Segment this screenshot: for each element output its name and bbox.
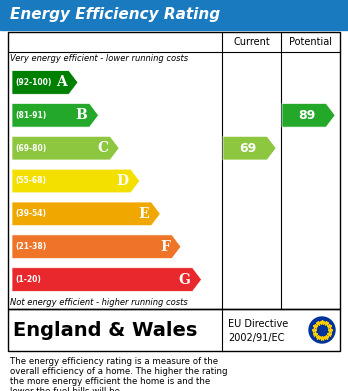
Text: (21-38): (21-38) (15, 242, 46, 251)
Polygon shape (12, 71, 78, 94)
Bar (8, 309, 340, 351)
Text: Not energy efficient - higher running costs: Not energy efficient - higher running co… (10, 298, 188, 307)
Text: 2002/91/EC: 2002/91/EC (228, 333, 284, 343)
Text: EU Directive: EU Directive (228, 319, 288, 329)
Polygon shape (223, 136, 276, 160)
Text: 89: 89 (298, 109, 315, 122)
Polygon shape (12, 169, 140, 193)
Text: Current: Current (233, 37, 270, 47)
Text: The energy efficiency rating is a measure of the: The energy efficiency rating is a measur… (10, 357, 218, 366)
Text: Energy Efficiency Rating: Energy Efficiency Rating (10, 7, 220, 23)
Text: G: G (179, 273, 191, 287)
Polygon shape (12, 104, 98, 127)
Text: lower the fuel bills will be.: lower the fuel bills will be. (10, 387, 122, 391)
Text: (81-91): (81-91) (15, 111, 46, 120)
Text: England & Wales: England & Wales (13, 321, 197, 339)
Text: (69-80): (69-80) (15, 143, 46, 152)
Polygon shape (12, 202, 160, 226)
Text: A: A (56, 75, 67, 90)
Text: (55-68): (55-68) (15, 176, 46, 185)
Text: overall efficiency of a home. The higher the rating: overall efficiency of a home. The higher… (10, 367, 228, 376)
Bar (0, 0, 348, 30)
Text: F: F (160, 240, 170, 254)
Text: 69: 69 (239, 142, 256, 155)
Text: D: D (117, 174, 129, 188)
Circle shape (309, 317, 335, 343)
Text: (92-100): (92-100) (15, 78, 52, 87)
Text: Potential: Potential (289, 37, 332, 47)
Text: E: E (139, 207, 149, 221)
Text: the more energy efficient the home is and the: the more energy efficient the home is an… (10, 377, 210, 386)
Text: C: C (97, 141, 108, 155)
Text: B: B (76, 108, 88, 122)
Text: (39-54): (39-54) (15, 209, 46, 218)
Text: Very energy efficient - lower running costs: Very energy efficient - lower running co… (10, 54, 188, 63)
Polygon shape (12, 268, 201, 291)
Bar (8, 32, 340, 309)
Polygon shape (12, 136, 119, 160)
Polygon shape (282, 104, 335, 127)
Text: (1-20): (1-20) (15, 275, 41, 284)
Polygon shape (12, 235, 181, 258)
